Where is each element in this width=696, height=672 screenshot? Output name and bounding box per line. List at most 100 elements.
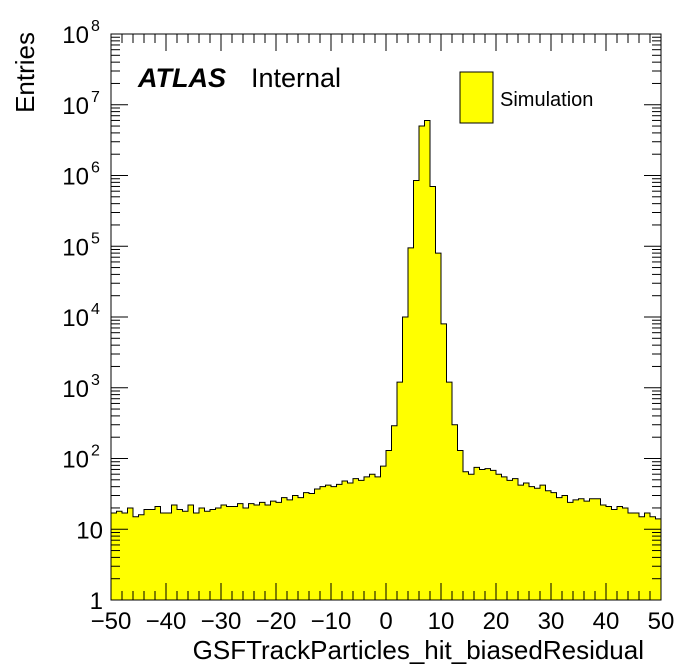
histogram-bin [353, 478, 359, 600]
y-tick-label: 10 [62, 376, 89, 403]
histogram-bin [578, 498, 585, 600]
histogram-bin [210, 509, 216, 600]
histogram-bin [188, 505, 194, 600]
histogram-bin [551, 492, 557, 600]
status-label: Internal [251, 63, 341, 93]
x-tick-labels: −50 −40 −30 −20 −10 0 10 20 30 40 50 [91, 608, 675, 635]
histogram-bin [452, 424, 458, 600]
histogram-bin [199, 507, 205, 600]
legend-label: Simulation [500, 89, 593, 111]
histogram-bin [375, 476, 381, 600]
histogram-bin [369, 474, 376, 600]
x-tick-label: 0 [379, 608, 392, 635]
histogram-bin [397, 382, 403, 600]
histogram-bin [155, 506, 161, 600]
histogram-bin [265, 505, 271, 600]
histogram-bin [628, 512, 634, 600]
histogram-bin [430, 186, 436, 600]
histogram-bin [391, 425, 398, 600]
histogram-bin [650, 516, 656, 600]
histogram-bin [523, 483, 530, 600]
histogram-bin [292, 495, 299, 600]
y-tick-label: 10 [62, 164, 89, 191]
histogram-bin [127, 507, 134, 600]
histogram-bin [518, 485, 524, 600]
histogram-bin [320, 486, 326, 600]
x-tick-label: −40 [146, 608, 187, 635]
histogram-bin [171, 505, 178, 600]
histogram-bin [204, 511, 211, 600]
histogram-bin [435, 253, 442, 600]
histogram-bin [232, 506, 238, 600]
histogram-bin [149, 509, 156, 600]
x-tick-label: −50 [91, 608, 132, 635]
y-axis-title: Entries [10, 32, 40, 113]
histogram-bin [496, 474, 502, 600]
histogram-bin [419, 126, 425, 600]
histogram-bin [138, 514, 145, 600]
histogram-bin [116, 511, 123, 600]
y-tick-exponent: 7 [91, 89, 100, 106]
histogram-bin [221, 505, 227, 600]
x-tick-label: 20 [483, 608, 510, 635]
histogram-bin [358, 480, 365, 600]
x-tick-label: 40 [593, 608, 620, 635]
histogram-bin [215, 507, 222, 600]
histogram-bin [160, 512, 167, 600]
histogram-bin [303, 492, 310, 600]
histogram-bin [655, 518, 662, 600]
histogram-bin [573, 499, 579, 600]
histogram-bin [639, 516, 645, 600]
y-tick-label: 10 [62, 234, 89, 261]
histogram-bin [474, 467, 480, 600]
histogram-bin [380, 466, 387, 600]
histogram-bin [485, 468, 491, 600]
histogram-bin [595, 498, 601, 600]
histogram-bin [512, 478, 519, 600]
histogram-bin [479, 469, 486, 600]
y-tick-exponent: 8 [91, 18, 100, 35]
y-tick-exponent: 6 [91, 160, 100, 177]
histogram-bin [336, 484, 343, 600]
histogram-bin [259, 502, 266, 600]
histogram-bin [248, 503, 255, 600]
y-tick-label: 10 [62, 93, 89, 120]
histogram-bin [589, 498, 596, 600]
histogram-bin [567, 502, 574, 600]
histogram-bin [413, 180, 420, 601]
y-tick-label: 10 [62, 447, 89, 474]
y-tick-label: 10 [62, 22, 89, 49]
x-tick-label: 50 [648, 608, 675, 635]
y-tick-label: 1 [90, 588, 103, 615]
histogram-bin [193, 512, 200, 600]
histogram-bin [463, 471, 469, 600]
histogram-bin [545, 490, 552, 600]
histogram-bin [468, 474, 475, 600]
y-tick-exponent: 2 [91, 443, 100, 460]
histogram-bin [556, 497, 563, 600]
histogram-bin [298, 497, 304, 600]
experiment-label: ATLAS [137, 63, 226, 93]
histogram-bin [226, 506, 233, 600]
histogram-bin [133, 516, 139, 600]
histogram-bin [501, 476, 508, 600]
histogram-bin [177, 509, 183, 600]
histogram-bin [490, 470, 497, 600]
histogram-bin [402, 317, 409, 600]
histogram-bin [270, 501, 277, 600]
histogram-bin [237, 503, 244, 600]
axis-ticks [110, 33, 662, 601]
histogram-bin [347, 483, 354, 600]
histogram-bin [446, 382, 453, 600]
histogram-bin [166, 512, 172, 600]
histogram-bin [441, 323, 447, 600]
histogram-bin [644, 512, 651, 600]
y-tick-exponent: 5 [91, 230, 100, 247]
legend-swatch [459, 71, 494, 124]
histogram-bin [287, 499, 293, 600]
x-tick-label: −20 [256, 608, 297, 635]
histogram-bin [342, 481, 348, 600]
histogram-bin [408, 247, 414, 600]
